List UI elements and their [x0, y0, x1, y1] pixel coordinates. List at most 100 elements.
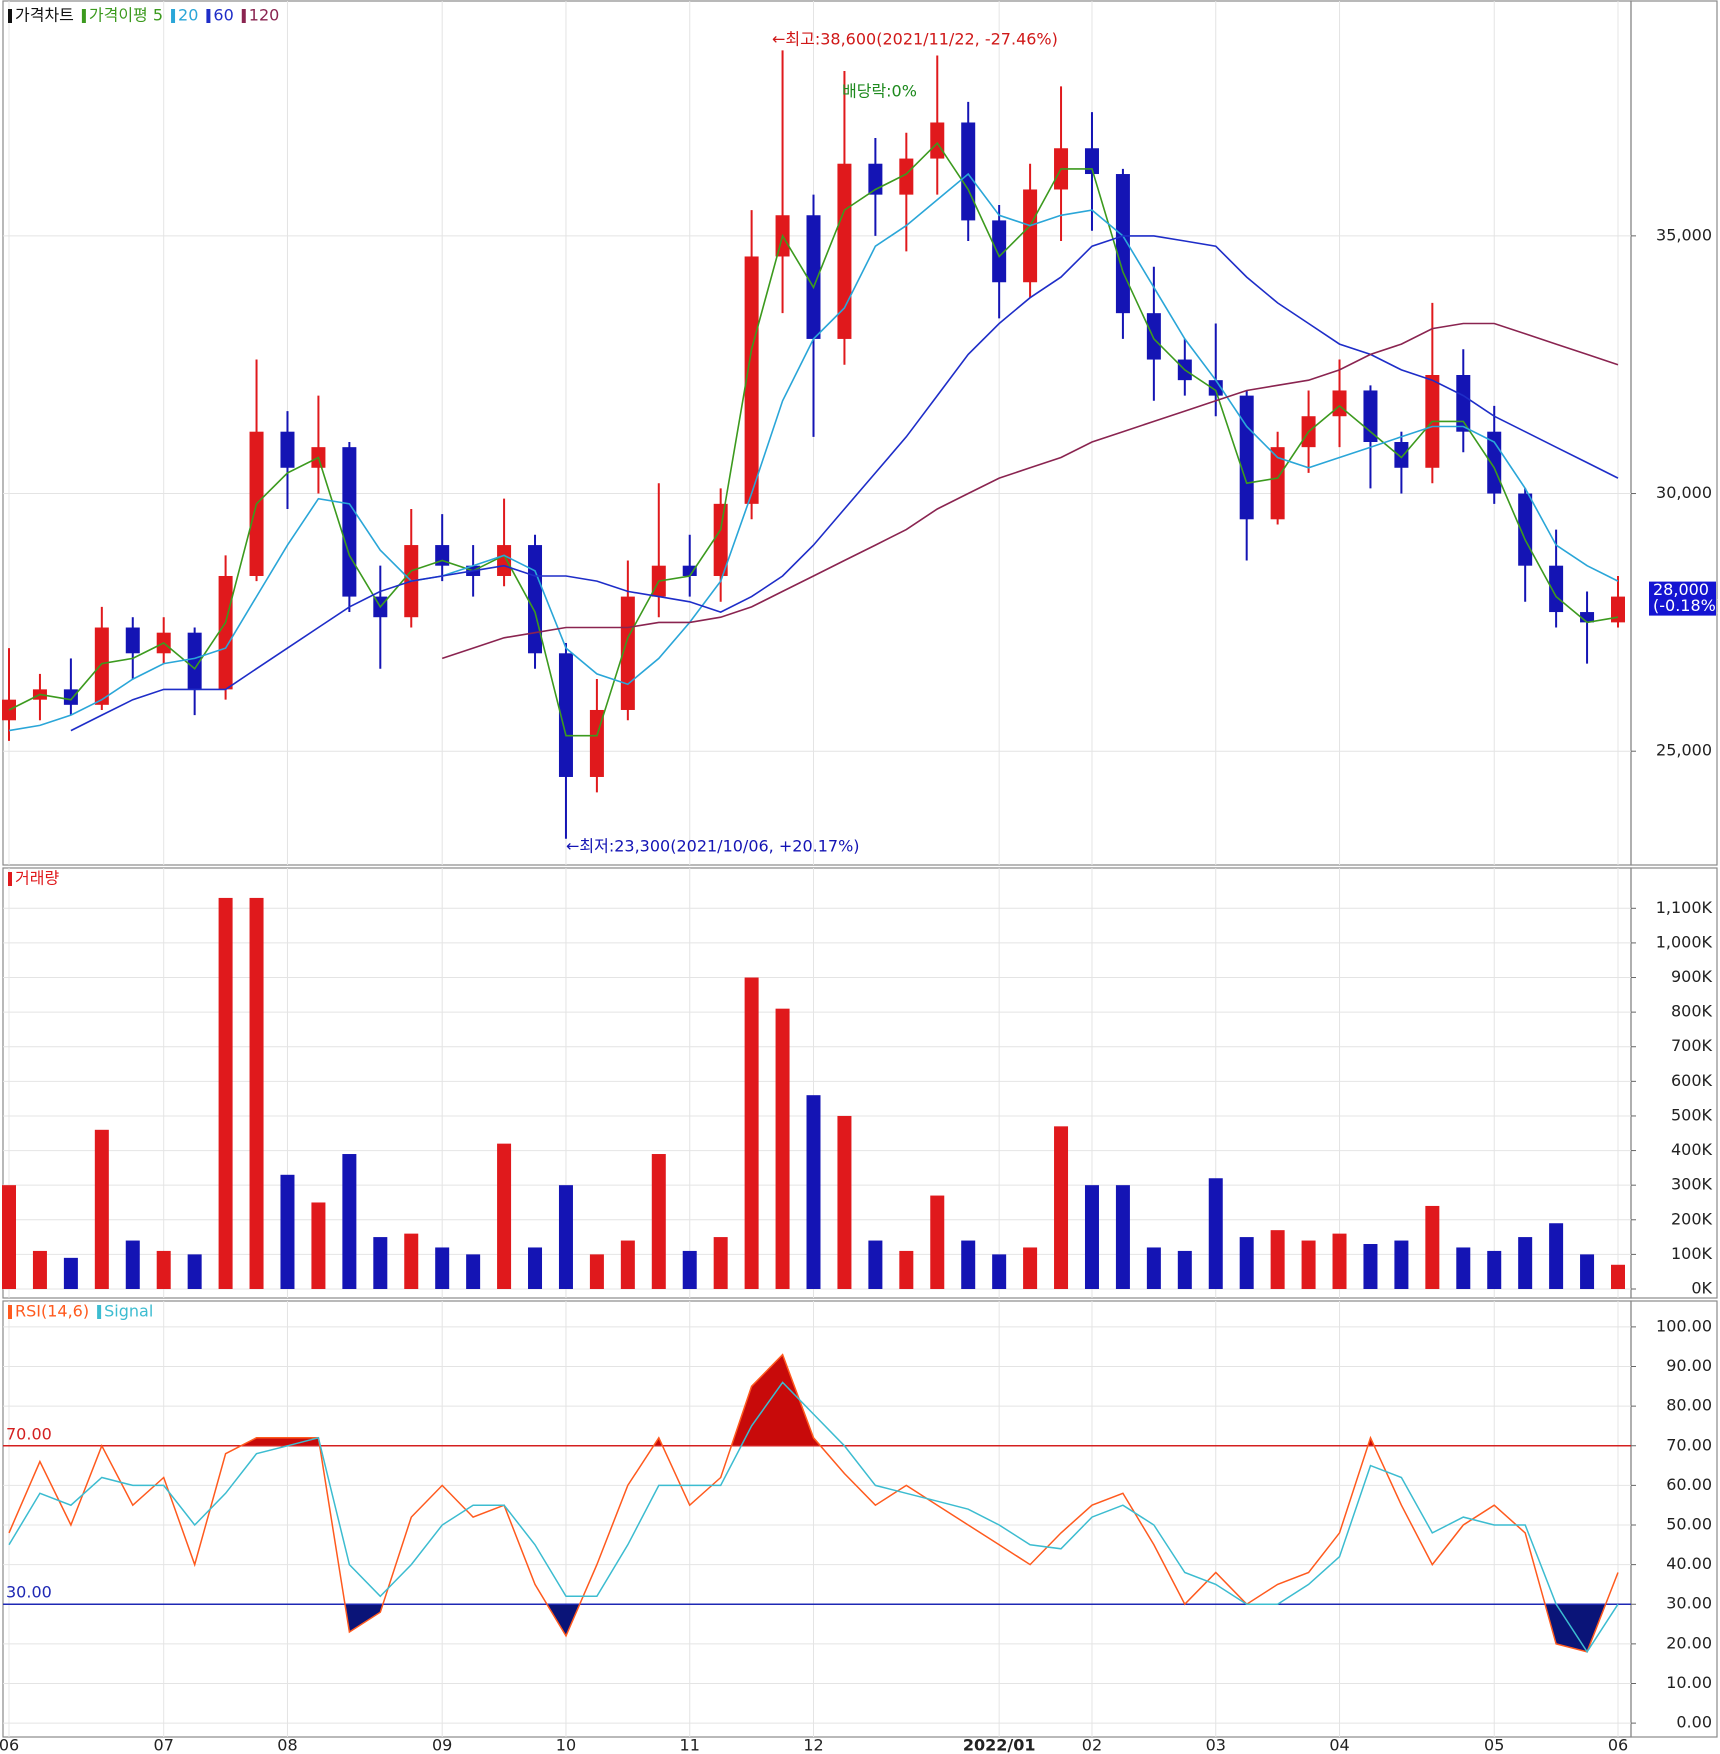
x-tick-label: 02: [1082, 1736, 1102, 1754]
current-change: (-0.18%): [1653, 596, 1720, 615]
legend-label: 20: [178, 6, 198, 25]
volume-bar: [404, 1233, 419, 1289]
legend-label: 가격이평 5: [89, 6, 163, 25]
volume-bar: [651, 1154, 666, 1289]
y-tick-label: 500K: [1671, 1105, 1713, 1124]
volume-bar: [589, 1254, 604, 1289]
candle-body: [63, 689, 78, 705]
legend-label: 거래량: [15, 869, 59, 888]
ma-line: [441, 322, 1619, 660]
volume-bar: [497, 1143, 512, 1289]
volume-bar: [373, 1237, 388, 1289]
candle-body: [280, 431, 295, 468]
volume-bar: [1115, 1185, 1130, 1289]
volume-bar: [868, 1240, 883, 1289]
legend-swatch: [171, 9, 176, 23]
label-layer: ←최고:38,600(2021/11/22, -27.46%) 배당락:0% ←…: [0, 6, 1720, 1754]
marks-layer: [2, 50, 1631, 1654]
reference-label: 70.00: [6, 1424, 52, 1443]
volume-bar: [2, 1185, 16, 1289]
x-tick-label: 06: [0, 1736, 19, 1754]
candle-body: [1363, 390, 1378, 442]
y-tick-label: 30,000: [1656, 483, 1712, 502]
volume-bar: [837, 1115, 852, 1289]
y-tick-label: 1,100K: [1656, 898, 1713, 917]
y-tick-label: 600K: [1671, 1071, 1713, 1090]
y-tick-label: 400K: [1671, 1140, 1713, 1159]
legend-swatch: [8, 1305, 12, 1319]
legend-label: Signal: [104, 1302, 153, 1321]
volume-bar: [1611, 1264, 1625, 1289]
y-tick-label: 50.00: [1666, 1515, 1712, 1534]
candle-body: [1611, 596, 1625, 623]
axis-frame: [1630, 867, 1718, 1299]
y-tick-label: 700K: [1671, 1036, 1713, 1055]
candle-body: [1270, 447, 1285, 520]
volume-bar: [682, 1250, 697, 1289]
volume-bar: [899, 1250, 914, 1289]
axis-frame: [1630, 0, 1718, 866]
candle-body: [1084, 148, 1099, 175]
volume-bar: [744, 977, 759, 1289]
ma-line: [70, 235, 1619, 732]
candle-body: [1239, 395, 1254, 520]
indicator-line: [8, 1381, 1619, 1654]
volume-bar: [1301, 1240, 1316, 1289]
x-tick-label: 2022/01: [963, 1736, 1036, 1754]
x-tick-label: 09: [432, 1736, 452, 1754]
volume-bar: [1394, 1240, 1409, 1289]
candle-body: [899, 158, 914, 195]
x-tick-label: 03: [1206, 1736, 1226, 1754]
volume-bar: [620, 1240, 635, 1289]
volume-bar: [435, 1247, 450, 1289]
current-price: 28,000: [1653, 580, 1709, 599]
volume-bar: [1487, 1250, 1502, 1289]
x-tick-label: 10: [556, 1736, 576, 1754]
legend-swatch: [97, 1305, 102, 1319]
legend-swatch: [206, 9, 211, 23]
volume-bar: [32, 1250, 47, 1289]
candle-body: [558, 653, 573, 777]
y-tick-label: 30.00: [1666, 1594, 1712, 1613]
legend-swatch: [8, 872, 12, 886]
volume-bar: [775, 1008, 790, 1289]
volume-bar: [1023, 1247, 1038, 1289]
candle-body: [1023, 189, 1038, 283]
volume-bar: [156, 1250, 171, 1289]
volume-bar: [1363, 1244, 1378, 1289]
candle-body: [713, 503, 728, 576]
volume-bar: [218, 897, 233, 1289]
y-tick-label: 100K: [1671, 1244, 1713, 1263]
volume-bar: [125, 1240, 140, 1289]
candle-body: [930, 122, 945, 159]
y-tick-label: 35,000: [1656, 225, 1712, 244]
legend-label: 가격차트: [15, 6, 74, 25]
low-annotation: ←최저:23,300(2021/10/06, +20.17%): [566, 837, 860, 856]
volume-bar: [1054, 1126, 1069, 1289]
candle-body: [1146, 313, 1161, 360]
candle-body: [528, 545, 543, 654]
y-tick-label: 900K: [1671, 967, 1713, 986]
high-annotation: ←최고:38,600(2021/11/22, -27.46%): [772, 30, 1058, 49]
candle-body: [1332, 390, 1347, 417]
legend-swatch: [81, 9, 86, 23]
volume-bar: [94, 1129, 109, 1289]
volume-bar: [930, 1195, 945, 1289]
y-tick-label: 200K: [1671, 1209, 1713, 1228]
y-tick-label: 0K: [1691, 1279, 1712, 1298]
volume-bar: [1456, 1247, 1471, 1289]
volume-bar: [63, 1257, 78, 1289]
volume-bar: [961, 1240, 976, 1289]
candle-body: [1456, 375, 1471, 432]
current-price-box: [1649, 581, 1716, 616]
volume-bar: [311, 1202, 326, 1289]
candle-body: [342, 447, 357, 597]
candle-body: [218, 575, 233, 690]
volume-bar: [1177, 1250, 1192, 1289]
volume-bar: [713, 1237, 728, 1289]
dividend-annotation: 배당락:0%: [842, 82, 917, 101]
rsi-zone-fill: [241, 1354, 1375, 1446]
volume-bar: [806, 1095, 821, 1289]
volume-bar: [249, 897, 264, 1289]
